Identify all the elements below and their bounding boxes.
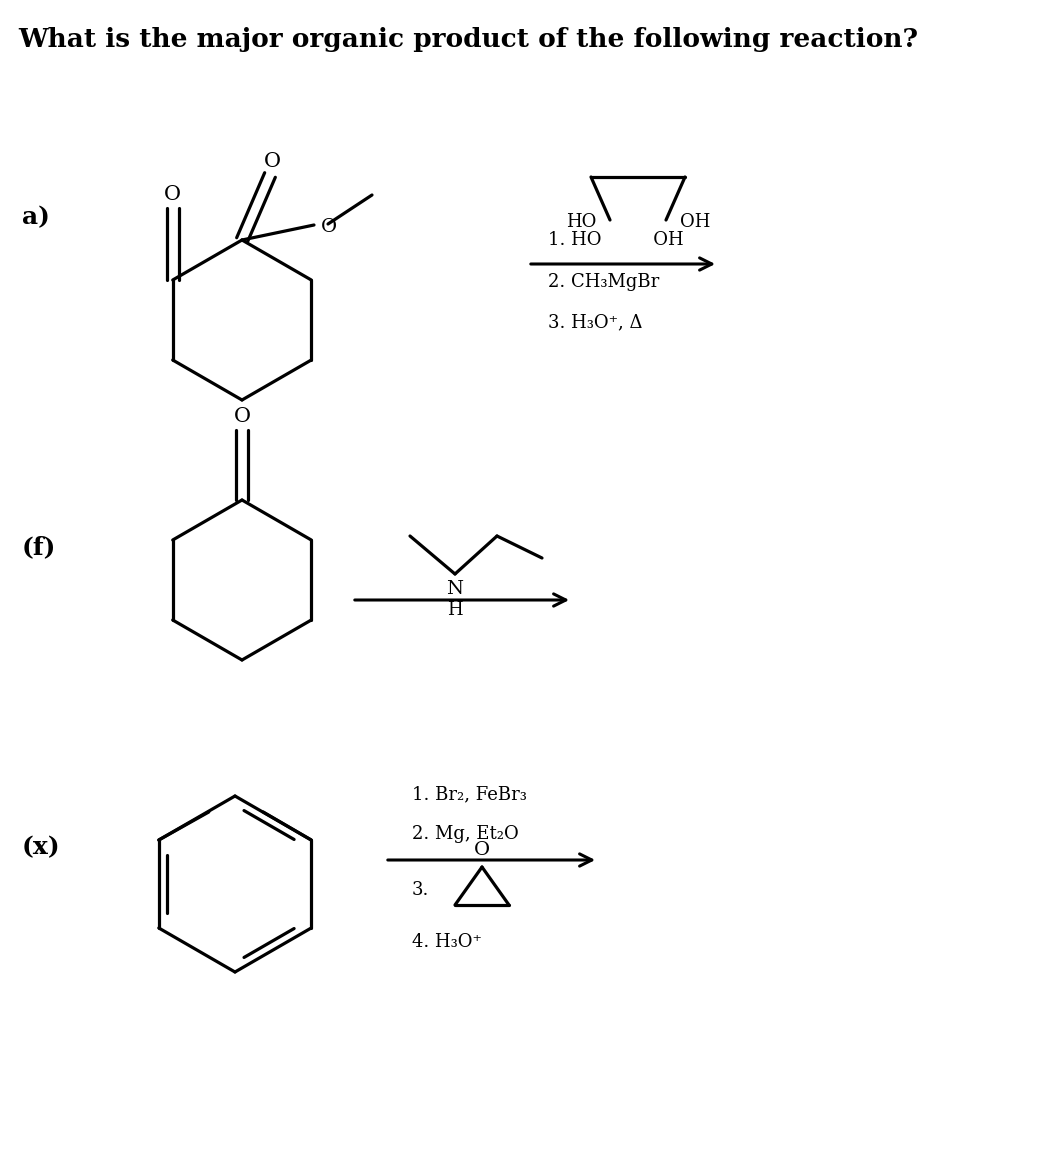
Text: O: O: [233, 408, 250, 426]
Text: O: O: [264, 152, 281, 172]
Text: a): a): [22, 205, 50, 229]
Text: What is the major organic product of the following reaction?: What is the major organic product of the…: [18, 26, 918, 52]
Text: (f): (f): [22, 535, 56, 559]
Text: O: O: [164, 185, 181, 205]
Text: H: H: [447, 601, 463, 619]
Text: 3.: 3.: [412, 881, 429, 899]
Text: 3. H₃O⁺, Δ: 3. H₃O⁺, Δ: [548, 313, 642, 331]
Text: (x): (x): [22, 835, 60, 859]
Text: 4. H₃O⁺: 4. H₃O⁺: [412, 933, 482, 952]
Text: N: N: [446, 579, 463, 598]
Text: O: O: [321, 218, 337, 236]
Text: HO: HO: [566, 213, 596, 232]
Text: OH: OH: [681, 213, 710, 232]
Text: 1. HO         OH: 1. HO OH: [548, 232, 684, 249]
Text: O: O: [474, 841, 490, 859]
Text: 2. Mg, Et₂O: 2. Mg, Et₂O: [412, 825, 518, 843]
Text: 1. Br₂, FeBr₃: 1. Br₂, FeBr₃: [412, 785, 527, 803]
Text: 2. CH₃MgBr: 2. CH₃MgBr: [548, 273, 659, 291]
